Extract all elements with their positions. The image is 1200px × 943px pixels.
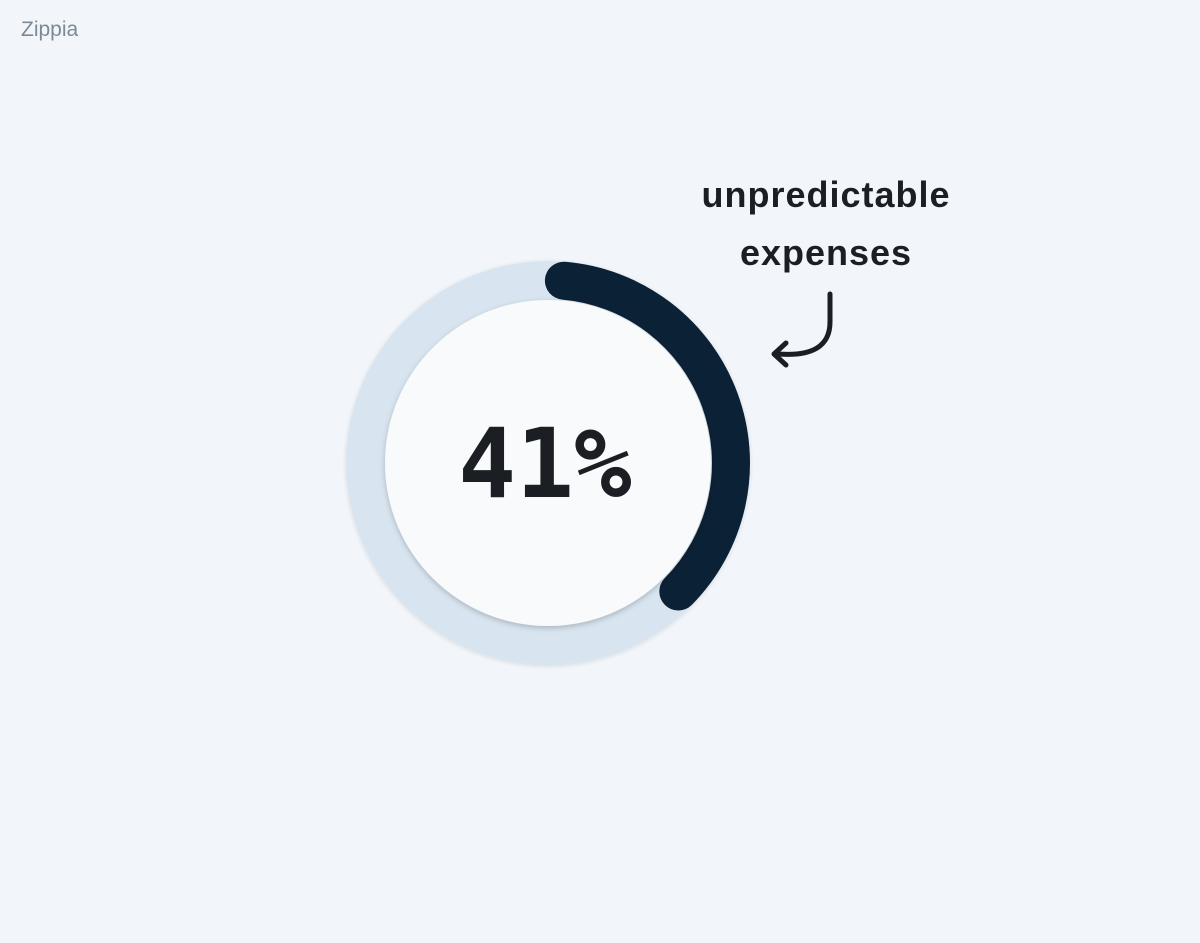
donut-progress-arc: [544, 261, 750, 611]
callout-text: unpredictable expenses: [690, 166, 962, 282]
brand-label: Zippia: [21, 18, 79, 41]
callout-line-2: expenses: [739, 232, 913, 273]
callout-line-1: unpredictable: [701, 174, 951, 215]
donut-inner-disc: [385, 300, 711, 626]
curved-arrow-icon: [771, 291, 833, 368]
percentage-value: 41%: [458, 408, 632, 520]
